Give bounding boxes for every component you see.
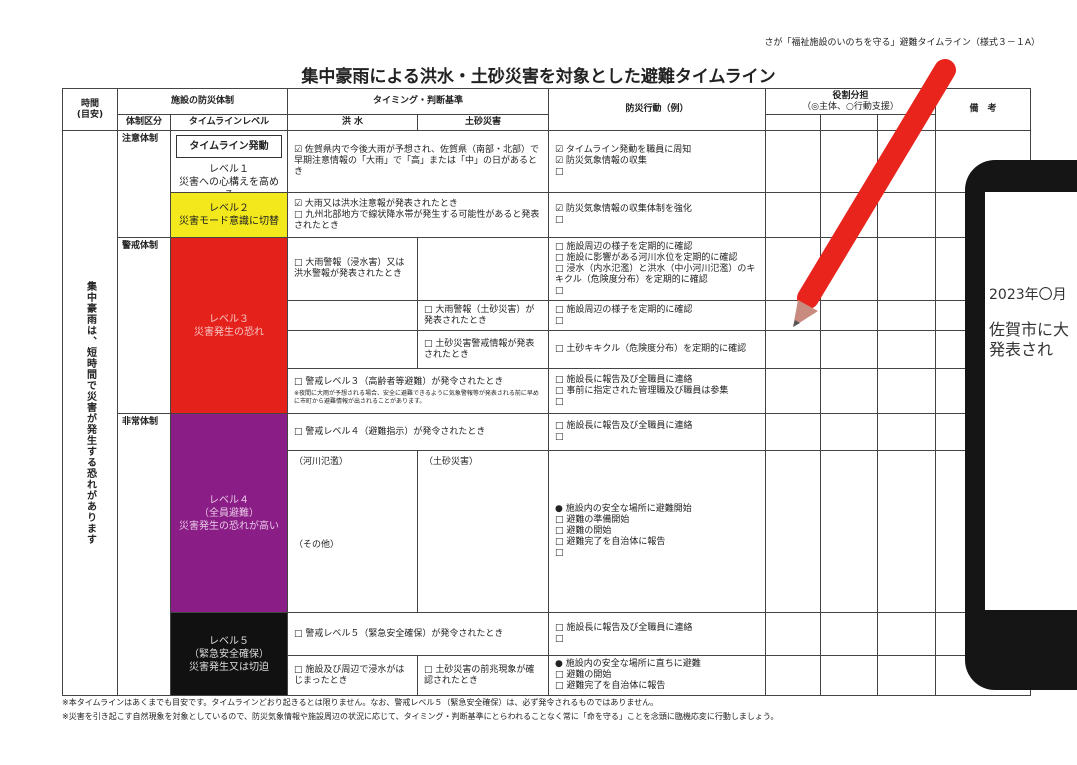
action-item: □ [555, 167, 564, 177]
header-text: 土砂災害 [464, 117, 501, 127]
criteria-item: □ 大雨警報（土砂災害）が発表されたとき [424, 304, 535, 326]
header-text: 時間 [80, 98, 99, 109]
system-label: 注意体制 [122, 134, 159, 144]
action-item: □ 施設に影響がある河川水位を定期的に確認 [555, 252, 738, 263]
criteria-item: □ 施設及び周辺で浸水がはじまったとき [294, 664, 405, 686]
action-item: □ [555, 315, 564, 326]
level-text: レベル２ [209, 203, 249, 214]
level-text: （全員避難） [199, 507, 259, 519]
criteria-item: □ 警戒レベル３（高齢者等避難）が発令されたとき [294, 376, 504, 387]
system-label: 警戒体制 [122, 241, 159, 251]
action-item: □ 施設長に報告及び全職員に連絡 [555, 374, 693, 385]
footer-note: ※本タイムラインはあくまでも目安です。タイムラインどおり起きるとは限りません。な… [62, 698, 659, 707]
action-item: □ 施設長に報告及び全職員に連絡 [555, 421, 693, 431]
action-item: □ [555, 548, 564, 558]
level-text: 災害モード意識に切替 [179, 216, 279, 227]
phone-text: 佐賀市に大 [989, 320, 1070, 339]
action-item: ☑ タイムライン発動を職員に周知 [555, 145, 692, 155]
action-item: □ 施設周辺の様子を定期的に確認 [555, 241, 693, 252]
criteria-item: □ 土砂災害の前兆現象が確認されたとき [424, 664, 535, 686]
table-cell: レベル４ （全員避難） 災害発生の恐れが高い [170, 413, 288, 613]
level-text: （緊急安全確保） [189, 648, 269, 660]
table-cell: レベル２ 災害モード意識に切替 [170, 192, 288, 238]
action-item: □ 事前に指定された管理職及び職員は参集 [555, 385, 729, 396]
criteria-note: ※夜間に大雨が予想される場合、安全に避難できるように気象警報等が発表される前に早… [294, 389, 539, 405]
criteria-item: □ 大雨警報（浸水害）又は洪水警報が発表されたとき [294, 258, 405, 279]
action-item: □ [555, 215, 564, 225]
action-item: □ [555, 432, 564, 442]
criteria-item: □ 警戒レベル４（避難指示）が発令されたとき [294, 426, 486, 437]
action-item: ● 施設内の安全な場所に直ちに避難 [555, 659, 701, 669]
action-item: □ 避難完了を自治体に報告 [555, 681, 666, 691]
action-item: □ 避難の開始 [555, 670, 612, 680]
system-label: 非常体制 [122, 417, 159, 427]
level-text: 災害発生の恐れ [194, 326, 264, 338]
header-text: 防災行動（例） [625, 104, 689, 114]
action-item: □ 浸水（内水氾濫）と洪水（中小河川氾濫）のキキクル（危険度分布）を定期的に確認 [555, 263, 756, 285]
trigger-box: タイムライン発動 [176, 135, 282, 158]
action-item: ● 施設内の安全な場所に避難開始 [555, 504, 692, 514]
action-item: □ [555, 396, 564, 407]
action-item: ☑ 防災気象情報の収集 [555, 156, 647, 166]
criteria-item: □ 警戒レベル５（緊急安全確保）が発令されたとき [294, 628, 504, 639]
phone-screen: 2023年〇月 佐賀市に大 発表され [985, 192, 1077, 610]
level-text: レベル５ [209, 635, 249, 647]
level-text: 災害発生の恐れが高い [179, 520, 279, 532]
table-cell: レベル５ （緊急安全確保） 災害発生又は切迫 [170, 612, 288, 696]
level-text: レベル１ [209, 164, 249, 175]
header-text: 備 考 [969, 104, 997, 114]
action-item: □ [555, 285, 564, 296]
header-text: タイムラインレベル [188, 117, 270, 127]
level-text: 災害への心構えを高める [179, 177, 279, 192]
action-item: ☑ 防災気象情報の収集体制を強化 [555, 204, 692, 214]
time-note: 集中豪雨は、短時間で災害が発生する恐れがあります [84, 281, 96, 545]
header-text: 施設の防災体制 [170, 96, 234, 106]
footer-note: ※災害を引き起こす自然現象を対象としているので、防災気象情報や施設周辺の状況に応… [62, 712, 779, 721]
level-text: レベル４ [209, 494, 249, 506]
criteria-item: ☑ 佐賀県内で今後大雨が予想され、佐賀県（南部・北部）で早期注意情報の「大雨」で… [294, 145, 540, 177]
level-text: 災害発生又は切迫 [189, 661, 269, 673]
title: 集中豪雨による洪水・土砂災害を対象とした避難タイムライン [301, 67, 776, 87]
header-text: タイミング・判断基準 [372, 96, 463, 106]
criteria-item: □ 九州北部地方で線状降水帯が発生する可能性があると発表されたとき [294, 209, 540, 231]
action-item: □ 土砂キキクル（危険度分布）を定期的に確認 [555, 344, 747, 354]
action-item: □ 避難の準備開始 [555, 515, 630, 525]
criteria-item: ☑ 大雨又は洪水注意報が発表されたとき [294, 198, 458, 209]
header-text: (目安) [76, 109, 104, 120]
action-item: □ 施設周辺の様子を定期的に確認 [555, 304, 693, 315]
header-text: 洪 水 [341, 117, 364, 127]
doc-label: さが「福祉施設のいのちを守る」避難タイムライン（様式３－１A） [764, 38, 1040, 48]
action-item: □ [555, 634, 564, 644]
action-item: □ 施設長に報告及び全職員に連絡 [555, 623, 693, 633]
criteria-item: （土砂災害） [424, 457, 479, 467]
header-text: 役割分担 [832, 90, 869, 101]
header-text: 体制区分 [125, 117, 162, 127]
action-item: □ 避難の開始 [555, 526, 612, 536]
criteria-item: （その他） [294, 540, 340, 550]
phone-text: 2023年〇月 [989, 287, 1067, 303]
level-text: レベル３ [209, 313, 249, 325]
criteria-item: □ 土砂災害警戒情報が発表されたとき [424, 338, 535, 360]
header-text: （◎主体、○行動支援） [802, 101, 899, 112]
action-item: □ 避難完了を自治体に報告 [555, 537, 666, 547]
phone-text: 発表され [989, 340, 1054, 359]
table-cell: レベル３ 災害発生の恐れ [170, 237, 288, 414]
criteria-item: （河川氾濫） [294, 457, 349, 467]
